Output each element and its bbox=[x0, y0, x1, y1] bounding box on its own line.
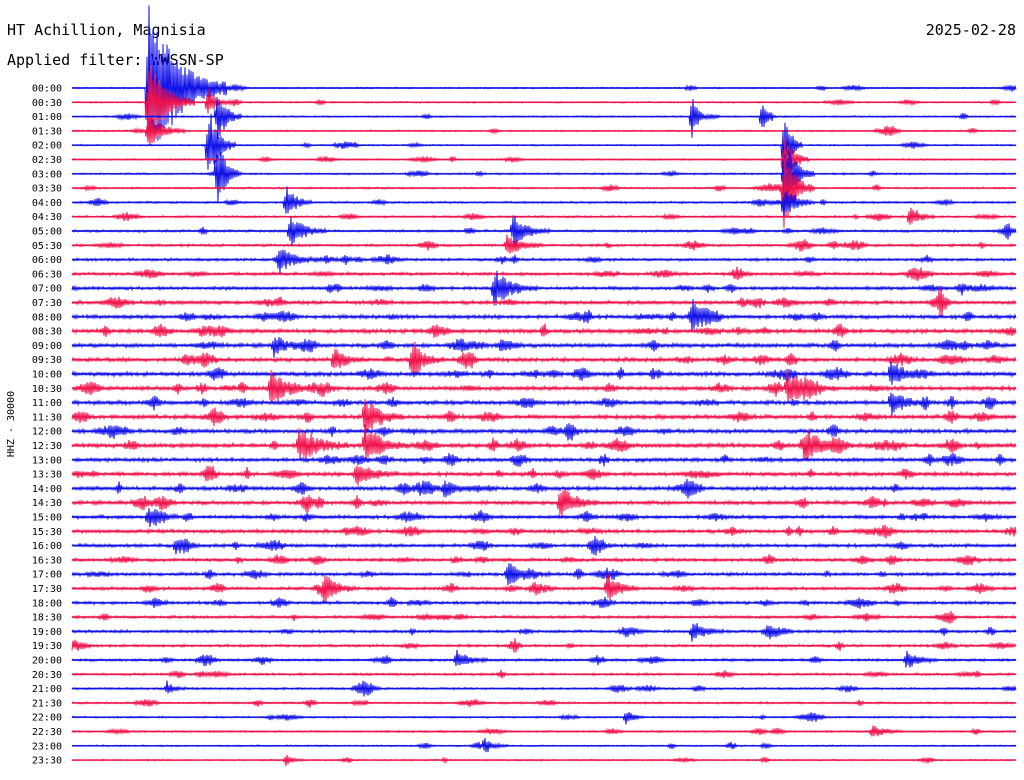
time-label: 23:00 bbox=[32, 741, 62, 752]
time-label: 11:00 bbox=[32, 398, 62, 409]
time-label: 02:30 bbox=[32, 155, 62, 166]
time-label: 22:30 bbox=[32, 727, 62, 738]
time-label: 21:30 bbox=[32, 698, 62, 709]
time-label: 20:30 bbox=[32, 670, 62, 681]
time-label: 17:00 bbox=[32, 570, 62, 581]
time-label: 19:30 bbox=[32, 641, 62, 652]
time-label: 12:00 bbox=[32, 427, 62, 438]
trace-0000 bbox=[71, 5, 1017, 143]
time-label: 19:00 bbox=[32, 627, 62, 638]
time-label: 03:30 bbox=[32, 184, 62, 195]
time-label: 18:00 bbox=[32, 598, 62, 609]
time-label: 13:30 bbox=[32, 470, 62, 481]
time-label: 06:30 bbox=[32, 269, 62, 280]
time-label: 14:00 bbox=[32, 484, 62, 495]
time-label: 13:00 bbox=[32, 455, 62, 466]
trace-2200 bbox=[71, 711, 1017, 725]
time-label: 07:00 bbox=[32, 284, 62, 295]
time-label: 00:30 bbox=[32, 98, 62, 109]
time-label: 05:00 bbox=[32, 227, 62, 238]
time-label: 01:30 bbox=[32, 126, 62, 137]
time-label: 10:30 bbox=[32, 384, 62, 395]
time-label: 00:00 bbox=[32, 84, 62, 95]
time-label: 05:30 bbox=[32, 241, 62, 252]
time-label: 15:00 bbox=[32, 513, 62, 524]
time-label: 15:30 bbox=[32, 527, 62, 538]
station-title: HT Achillion, Magnisia bbox=[7, 21, 206, 39]
date-label: 2025-02-28 bbox=[925, 21, 1016, 39]
time-label: 23:30 bbox=[32, 756, 62, 767]
trace-0200 bbox=[71, 113, 1017, 170]
time-label: 16:30 bbox=[32, 555, 62, 566]
y-axis-label: HHZ - 30000 bbox=[6, 391, 17, 457]
time-label: 10:00 bbox=[32, 370, 62, 381]
time-label: 12:30 bbox=[32, 441, 62, 452]
time-label: 08:30 bbox=[32, 327, 62, 338]
time-labels-group: 00:00 00:30 01:00 01:30 02:00 02:30 03:00 03:30… bbox=[32, 84, 62, 767]
time-label: 11:30 bbox=[32, 412, 62, 423]
traces-group bbox=[71, 5, 1017, 766]
time-label: 18:30 bbox=[32, 613, 62, 624]
time-label: 01:00 bbox=[32, 112, 62, 123]
trace-0900 bbox=[71, 336, 1017, 358]
trace-1900 bbox=[71, 623, 1017, 642]
time-label: 08:00 bbox=[32, 312, 62, 323]
time-label: 17:30 bbox=[32, 584, 62, 595]
time-label: 21:00 bbox=[32, 684, 62, 695]
time-label: 07:30 bbox=[32, 298, 62, 309]
time-label: 04:00 bbox=[32, 198, 62, 209]
trace-2000 bbox=[71, 649, 1017, 668]
trace-0600 bbox=[71, 249, 1017, 274]
trace-1330 bbox=[71, 465, 1017, 486]
time-label: 09:30 bbox=[32, 355, 62, 366]
time-label: 03:00 bbox=[32, 169, 62, 180]
time-label: 16:00 bbox=[32, 541, 62, 552]
trace-0530 bbox=[71, 234, 1017, 254]
time-label: 06:00 bbox=[32, 255, 62, 266]
time-label: 14:30 bbox=[32, 498, 62, 509]
time-label: 22:00 bbox=[32, 713, 62, 724]
time-label: 20:00 bbox=[32, 656, 62, 667]
time-label: 09:00 bbox=[32, 341, 62, 352]
time-label: 02:00 bbox=[32, 141, 62, 152]
trace-1000 bbox=[71, 361, 1017, 385]
time-label: 04:30 bbox=[32, 212, 62, 223]
